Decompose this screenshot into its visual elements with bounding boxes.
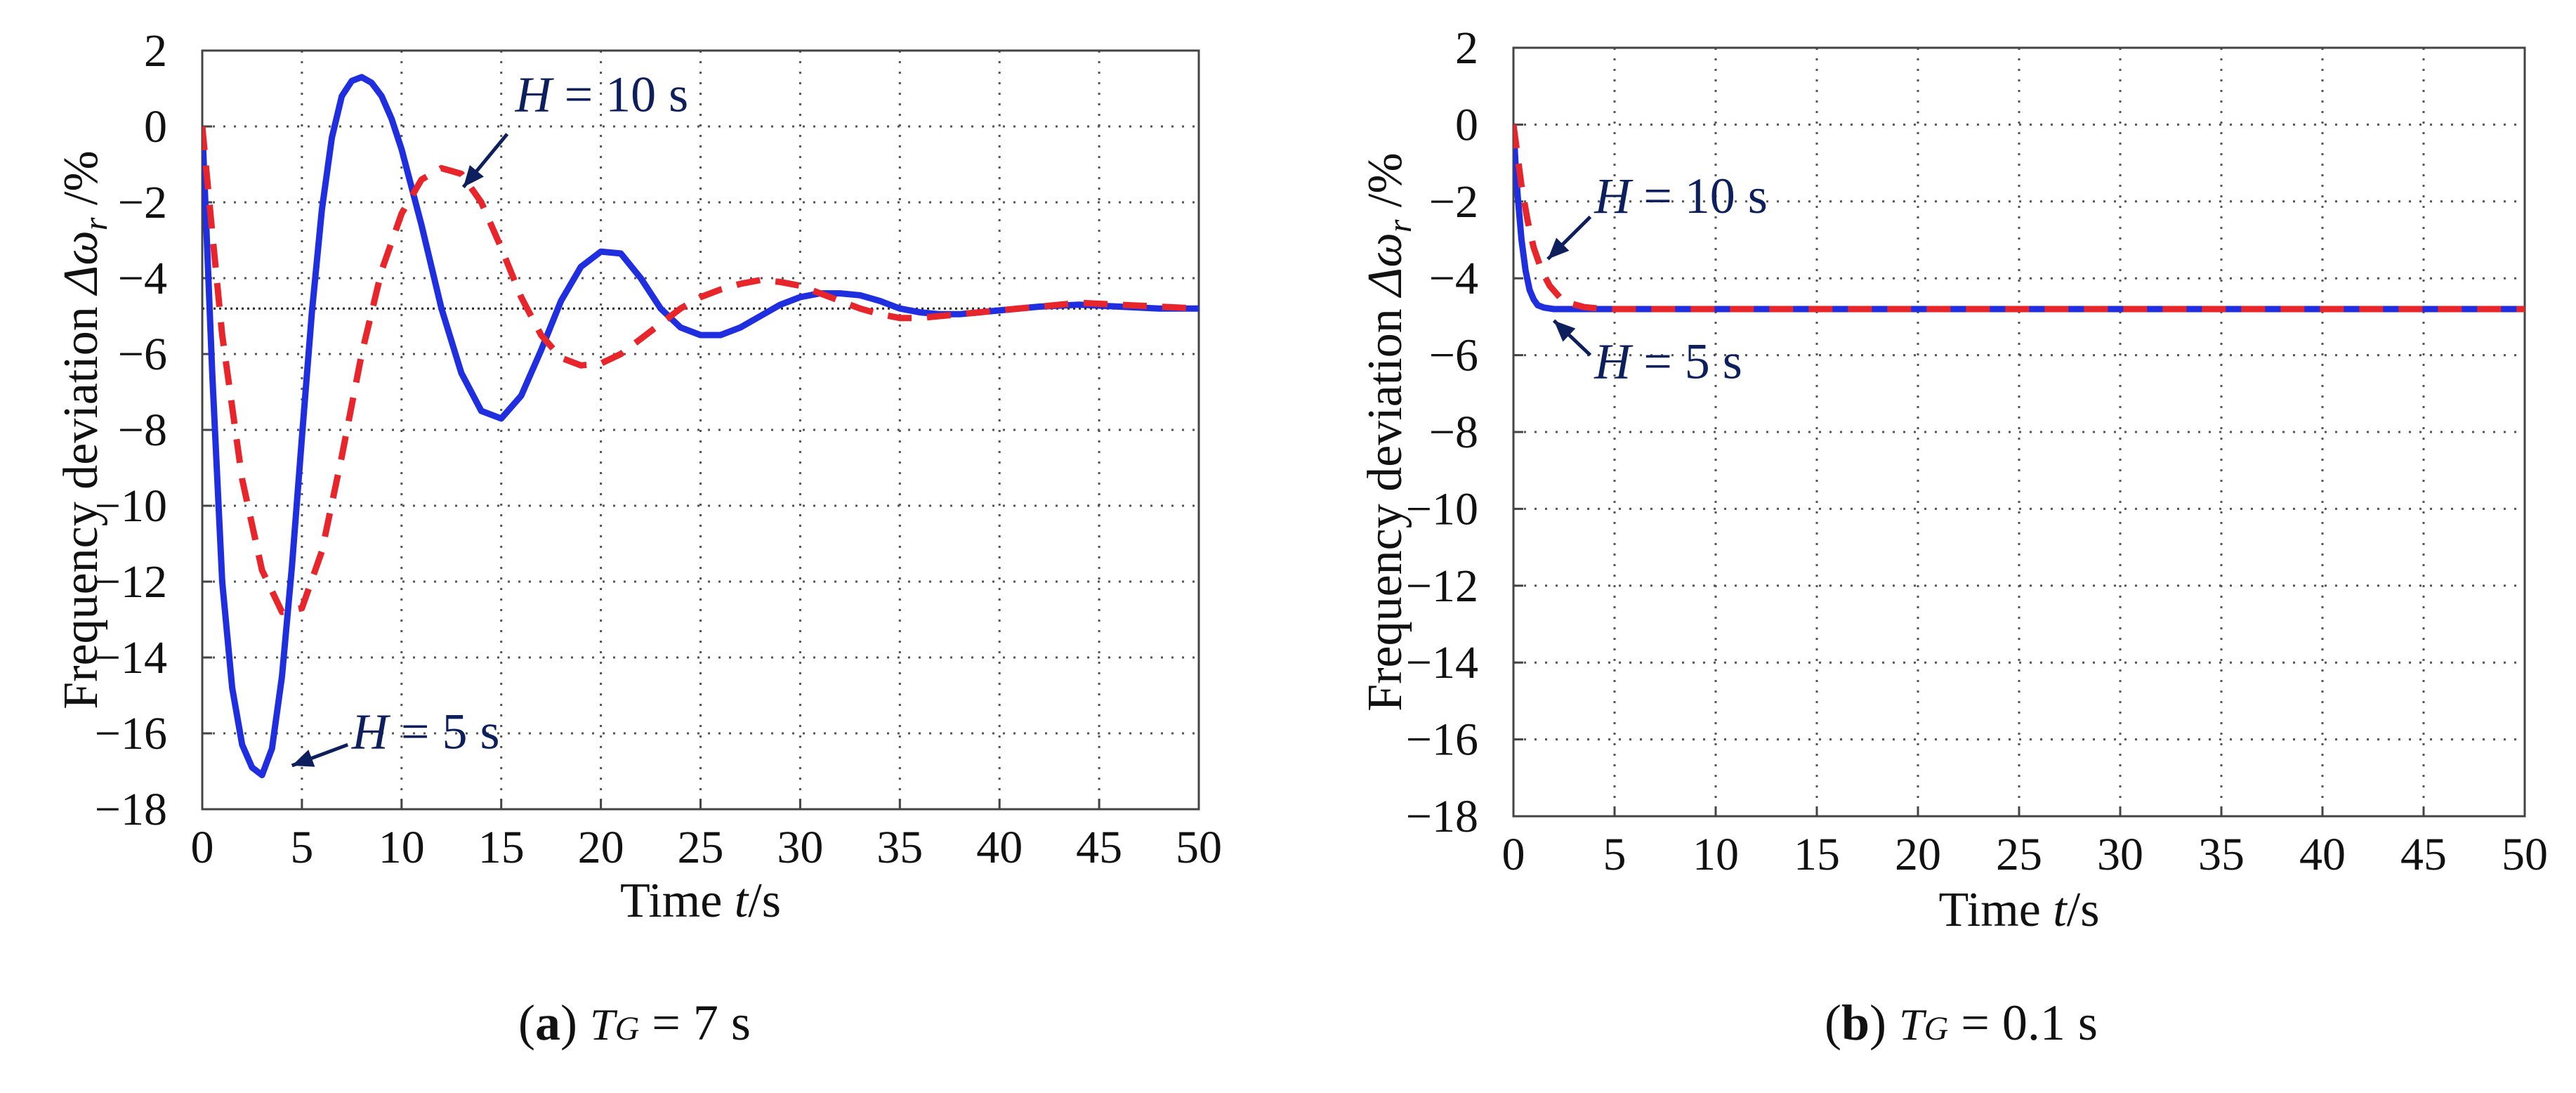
- panel-a-xtick-label: 25: [678, 822, 724, 873]
- panel-b-ytick-label: −6: [1429, 330, 1478, 381]
- panel-a-series-h5-solid-line: [202, 74, 1199, 778]
- panel-a-xtick-label: 30: [777, 822, 823, 873]
- panel-b-ytick-label: −16: [1406, 714, 1478, 766]
- panel-b-ytick-label: −2: [1429, 176, 1478, 228]
- panel-a-ytick-label: −18: [95, 784, 167, 835]
- panel-a-xtick-label: 45: [1076, 822, 1122, 873]
- panel-b-xtick-label: 20: [1895, 829, 1941, 880]
- panel-a-xtick-label: 15: [478, 822, 525, 873]
- panel-a-caption-sub: G: [615, 1010, 640, 1047]
- panel-b-ytick-label: −4: [1429, 253, 1478, 304]
- panel-b-annotation-arrowhead: [1547, 237, 1570, 259]
- panel-b-caption-sub: G: [1924, 1010, 1949, 1047]
- panel-b-caption-var: T: [1899, 1000, 1924, 1049]
- panel-b-ylabel: Frequency deviation Δωr /%: [1358, 152, 1419, 711]
- panel-b-xtick-label: 5: [1603, 829, 1627, 880]
- panel-a-annotation-arrowhead: [463, 164, 484, 188]
- panel-b-series-h10-dashed-line: [1513, 124, 2525, 313]
- panel-b-caption-text: = 0.1 s: [1948, 995, 2098, 1051]
- panel-a-annotation-label: H = 5 s: [351, 704, 500, 760]
- panel-a-xtick-label: 5: [290, 822, 313, 873]
- panel-b-ytick-label: −12: [1406, 561, 1478, 612]
- panel-a-series-h10-dashed-line: [202, 126, 1199, 615]
- panel-b-ytick-label: −18: [1406, 791, 1478, 842]
- panel-b-ytick-label: −14: [1406, 637, 1478, 688]
- panel-a-xtick-label: 40: [976, 822, 1023, 873]
- panel-b-ytick-label: −10: [1406, 483, 1478, 535]
- panel-b-xtick-label: 25: [1996, 829, 2042, 880]
- panel-a-caption: (a) TG = 7 s: [518, 995, 751, 1051]
- panel-a-ylabel: Frequency deviation Δωr /%: [54, 150, 114, 709]
- panel-b-annotation-arrowhead: [1553, 320, 1576, 342]
- panel-b-xtick-label: 45: [2400, 829, 2447, 880]
- panel-b-xtick-label: 10: [1693, 829, 1739, 880]
- panel-a-ytick-label: −2: [118, 177, 167, 228]
- panel-b-xtick-label: 15: [1794, 829, 1840, 880]
- panel-a-ytick-label: −16: [95, 708, 167, 759]
- panel-a-ytick-label: −6: [118, 329, 167, 380]
- panel-a-xtick-label: 50: [1176, 822, 1222, 873]
- panel-a-xtick-label: 10: [379, 822, 425, 873]
- panel-a-ytick-label: −14: [95, 632, 167, 683]
- panel-a-xtick-label: 35: [876, 822, 923, 873]
- panel-a-caption-text: = 7 s: [639, 995, 751, 1051]
- panel-a-caption-var: T: [589, 1000, 615, 1049]
- panel-b-xtick-label: 40: [2299, 829, 2346, 880]
- panel-a-chart: 0 5 10 15 20 25 30 35 40 45 5020−2−4−6−8−10−12−14−…: [54, 25, 1222, 928]
- panel-a-annotation-arrowhead: [291, 750, 315, 767]
- panel-a-xlabel: Time t/s: [620, 874, 781, 928]
- panel-b-ytick-label: −8: [1429, 407, 1478, 458]
- panel-a-xtick-label: 20: [578, 822, 624, 873]
- panel-b-ytick-label: 0: [1455, 99, 1478, 150]
- panel-b-caption-letter: b: [1841, 995, 1870, 1051]
- panel-b-xlabel: Time t/s: [1939, 883, 2100, 937]
- panel-b-xtick-label: 30: [2097, 829, 2143, 880]
- panel-b-chart: 0 5 10 15 20 25 30 35 40 45 5020−2−4−6−8−10−12−14−…: [1358, 22, 2548, 937]
- panel-a-annotation-label: H = 10 s: [515, 66, 689, 122]
- panel-a-ytick-label: −12: [95, 556, 167, 608]
- panel-b-xtick-label: 0: [1502, 829, 1525, 880]
- panel-b-xtick-label: 50: [2502, 829, 2548, 880]
- panel-a-ytick-label: −10: [95, 480, 167, 532]
- panel-a-ytick-label: −4: [118, 253, 167, 304]
- panel-a-ytick-label: 0: [144, 101, 167, 152]
- panel-b-annotation-label: H = 5 s: [1593, 333, 1742, 389]
- panel-a-ytick-label: −8: [118, 405, 167, 456]
- panel-a-xtick-label: 0: [191, 822, 214, 873]
- panel-a-caption-letter: a: [534, 995, 560, 1051]
- panel-b-xtick-label: 35: [2198, 829, 2245, 880]
- panel-b-caption: (b) TG = 0.1 s: [1825, 995, 2098, 1051]
- panel-b-ytick-label: 2: [1455, 22, 1478, 74]
- panel-b-annotation-label: H = 10 s: [1593, 168, 1768, 224]
- panel-a-ytick-label: 2: [144, 25, 167, 77]
